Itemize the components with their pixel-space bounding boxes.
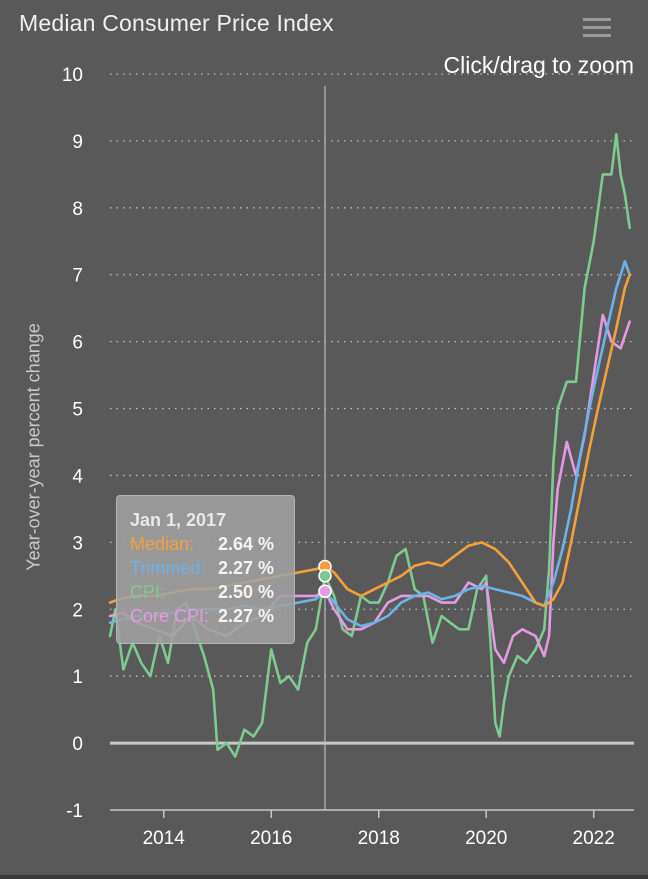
marker-layer (318, 559, 332, 598)
y-tick-label: 2 (72, 600, 83, 621)
tooltip-value: 2.64 % (218, 534, 275, 554)
tooltip-row-trimmed: Trimmed: 2.27 % (130, 556, 294, 580)
y-tick-label: 9 (72, 132, 83, 153)
x-tick-label: 2016 (250, 828, 292, 849)
y-tick-label: 10 (62, 65, 83, 86)
tooltip-row-cpi: CPI: 2.50 % (130, 580, 294, 604)
chart-title: Median Consumer Price Index (19, 10, 334, 36)
tooltip-label: Core CPI: (130, 606, 210, 626)
series-layer (108, 132, 632, 758)
y-tick-label: 6 (72, 333, 83, 354)
y-tick-label: 7 (72, 266, 83, 287)
y-tick-label: 3 (72, 533, 83, 554)
bottom-bar (0, 875, 648, 879)
hover-marker-cpi (318, 569, 332, 583)
y-tick-label: 0 (72, 734, 83, 755)
y-tick-label: 8 (72, 199, 83, 220)
y-tick-label: -1 (66, 801, 83, 822)
tooltip: Jan 1, 2017 Median: 2.64 % Trimmed: 2.27 %… (116, 495, 295, 644)
tooltip-label: Trimmed: (130, 558, 206, 578)
y-tick-label: 1 (72, 667, 83, 688)
hamburger-menu-icon[interactable] (578, 14, 618, 44)
tooltip-value: 2.50 % (218, 582, 275, 602)
tooltip-row-core: Core CPI: 2.27 % (130, 604, 294, 628)
tooltip-value: 2.27 % (218, 606, 275, 626)
tooltip-label: Median: (130, 534, 195, 554)
tooltip-value: 2.27 % (218, 558, 275, 578)
tooltip-date: Jan 1, 2017 (130, 510, 227, 530)
y-tick-label: 5 (72, 400, 83, 421)
x-tick-label: 2018 (358, 828, 400, 849)
tooltip-row-median: Median: 2.64 % (130, 532, 294, 556)
x-tick-label: 2022 (573, 828, 615, 849)
x-tick-label: 2014 (143, 828, 186, 849)
x-tick-label: 2020 (465, 828, 507, 849)
series-line-cpi (108, 132, 632, 758)
hover-marker-core-cpi (318, 584, 332, 598)
tooltip-label: CPI: (130, 582, 166, 602)
y-tick-label: 4 (72, 466, 83, 487)
axis-layer: -1 0 1 2 3 4 5 6 7 8 9 10 2014 2016 2018 2020 2022 (62, 65, 634, 849)
